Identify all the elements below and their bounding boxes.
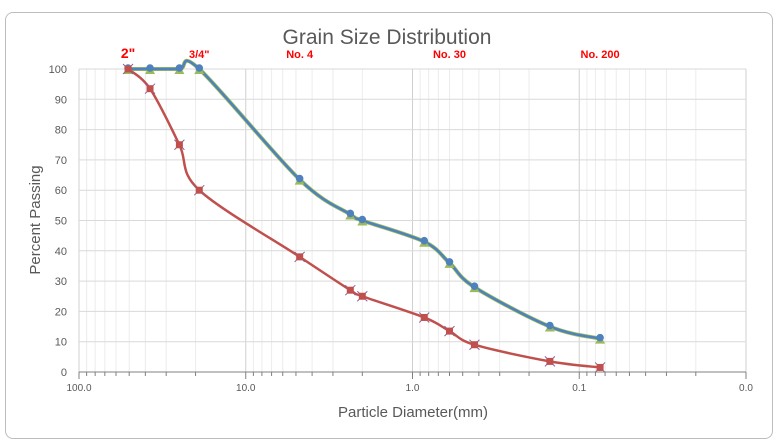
y-tick-label: 100	[49, 64, 67, 76]
circle-marker	[146, 64, 154, 72]
square-marker	[546, 357, 554, 365]
square-marker	[470, 341, 478, 349]
square-marker	[124, 65, 132, 73]
y-axis-label: Percent Passing	[27, 165, 44, 274]
x-tick-label: 100.0	[66, 383, 91, 394]
sieve-label: No. 4	[286, 49, 314, 61]
y-tick-label: 40	[55, 246, 67, 258]
square-marker	[346, 286, 354, 294]
x-axis-label: Particle Diameter(mm)	[338, 404, 488, 421]
square-marker	[596, 363, 604, 371]
x-tick-label: 0.0	[739, 383, 753, 394]
square-marker	[445, 327, 453, 335]
square-marker	[420, 313, 428, 321]
y-tick-label: 90	[55, 94, 67, 106]
square-marker	[175, 141, 183, 149]
square-marker	[296, 253, 304, 261]
sieve-label: No. 200	[581, 49, 620, 61]
circle-marker	[470, 282, 479, 290]
circle-marker	[445, 258, 454, 266]
circle-marker	[596, 333, 604, 342]
circle-marker	[546, 321, 554, 330]
x-tick-label: 10.0	[236, 383, 256, 394]
circle-marker	[175, 64, 184, 72]
circle-marker	[295, 174, 304, 183]
y-tick-label: 10	[55, 337, 67, 349]
y-tick-label: 0	[61, 367, 67, 379]
square-marker	[358, 292, 366, 300]
y-tick-label: 20	[55, 306, 67, 318]
x-tick-label: 1.0	[406, 383, 420, 394]
y-tick-label: 70	[55, 155, 67, 167]
sieve-label: No. 30	[433, 49, 466, 61]
y-tick-label: 30	[55, 276, 67, 288]
sieve-label: 3/4"	[189, 49, 210, 61]
circle-marker	[195, 64, 204, 72]
y-tick-label: 60	[55, 185, 67, 197]
circle-marker	[358, 215, 367, 224]
y-tick-label: 50	[55, 216, 67, 228]
circle-marker	[420, 236, 429, 245]
square-marker	[195, 186, 203, 194]
square-marker	[146, 85, 154, 93]
x-tick-label: 0.1	[572, 383, 586, 394]
sieve-label: 2"	[121, 45, 135, 61]
chart-title: Grain Size Distribution	[283, 26, 492, 49]
y-tick-label: 80	[55, 125, 67, 137]
chart-frame	[5, 12, 773, 439]
circle-marker	[346, 209, 355, 218]
